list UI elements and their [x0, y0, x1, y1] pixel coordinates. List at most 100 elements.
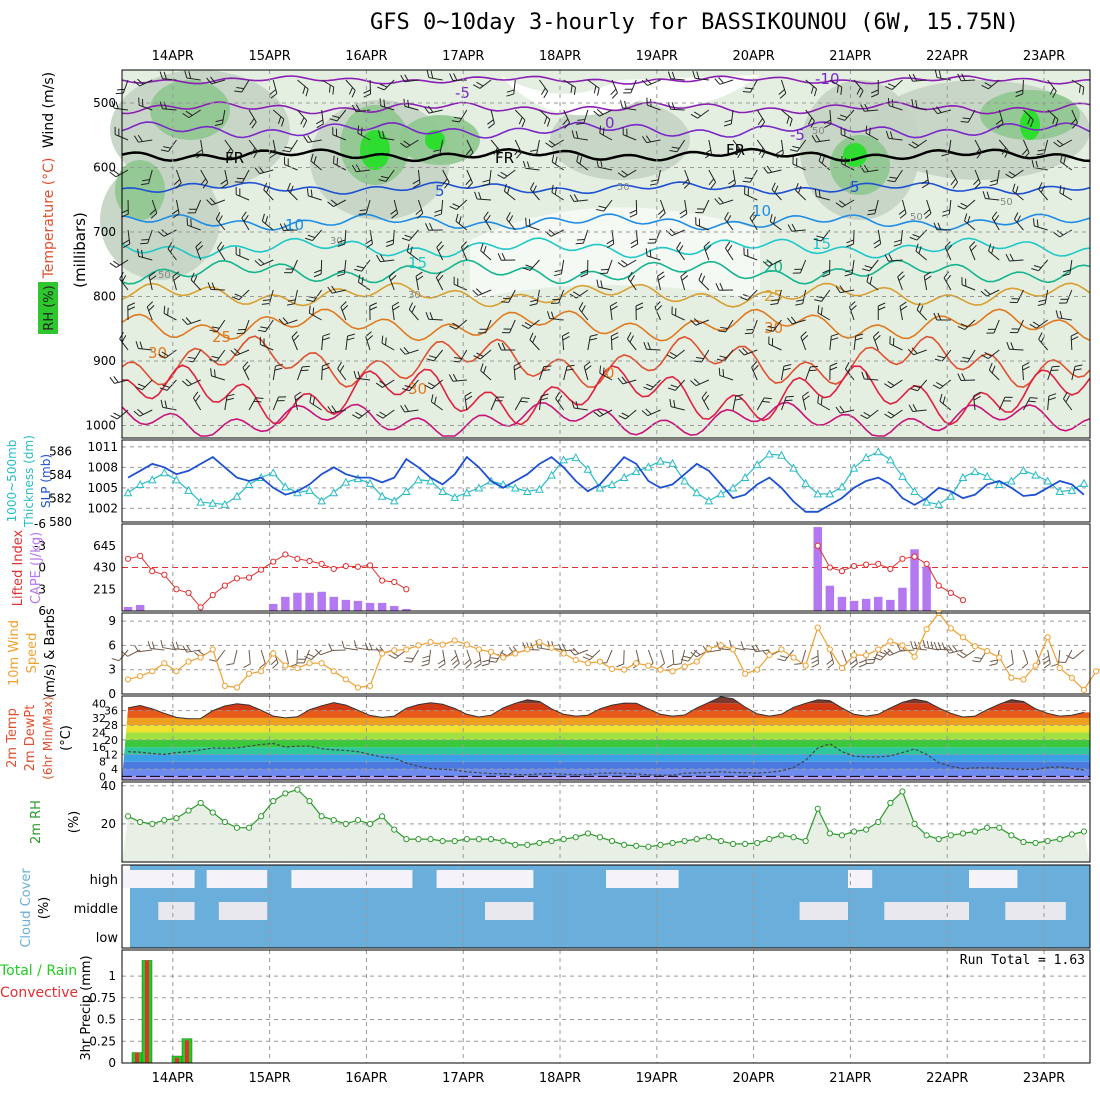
dry-region [500, 75, 760, 116]
wind-barb-feather [1042, 659, 1050, 665]
wind-barb-staff [623, 134, 637, 141]
wind-barb [695, 199, 710, 214]
wind-barb-staff [1071, 366, 1076, 381]
bottom-date-label: 15APR [248, 1071, 290, 1086]
wind-barb-staff [211, 199, 226, 206]
wind-barb-staff [235, 194, 250, 201]
wind-barb-feather [1008, 171, 1016, 177]
wind-barb [622, 127, 637, 141]
isotherm-label: 50 [158, 270, 171, 281]
wind-barb-feather [1015, 93, 1023, 98]
wind-barb-feather [259, 663, 266, 669]
wind-barb-feather [141, 238, 150, 241]
wind-barb [449, 319, 468, 330]
wind-barb-feather [845, 269, 853, 273]
wind-speed-marker [621, 666, 628, 673]
precip-axis-label: Convective [0, 985, 78, 1001]
wind-barb [391, 301, 400, 321]
wind-barb-staff [221, 109, 226, 124]
cape-bar [861, 598, 871, 611]
wind-barb [200, 169, 209, 189]
wind-barb [872, 331, 881, 351]
wind-barb-feather [815, 134, 821, 142]
wind-barb-staff [888, 105, 903, 111]
wind-barb [127, 302, 136, 321]
wind-barb-staff [248, 139, 258, 152]
bottom-date-label: 16APR [345, 1071, 387, 1086]
wind-barb [1023, 109, 1034, 128]
wind-barb-feather [412, 179, 420, 185]
wind-barb-feather [543, 91, 549, 99]
temp-bands [122, 696, 1090, 780]
wind-barb [866, 274, 879, 291]
rh2m-marker [209, 809, 216, 816]
wind-barb-staff [411, 649, 419, 663]
wind-barb-feather [888, 253, 893, 262]
lifted-index-marker [959, 597, 967, 604]
wind-speed-marker [342, 676, 349, 683]
wind-barb-feather [873, 331, 880, 338]
wind-barb-feather [787, 224, 793, 232]
isotherm-label: 15 [408, 254, 427, 272]
isotherm-label: 50 [812, 126, 825, 137]
rh2m-marker [318, 813, 325, 820]
wind-barb-staff [404, 79, 419, 83]
lifted-index-marker [124, 555, 132, 562]
wind-barb [771, 182, 782, 201]
wind-barb-staff [944, 247, 952, 261]
wind-barb-feather [693, 111, 702, 117]
wind-barb-feather [973, 395, 981, 401]
wind-barb-feather [159, 101, 163, 109]
wind-barb-feather [175, 182, 182, 189]
wind-barb-staff [1047, 79, 1057, 92]
wind-barb-feather [529, 153, 537, 156]
wind-barb-feather [758, 147, 764, 155]
wind-barb [133, 134, 153, 143]
wind-barb [490, 396, 505, 411]
wind-barb-feather [408, 302, 414, 310]
wind-barb-feather [111, 100, 115, 109]
wind-barb-feather [957, 73, 962, 81]
thickness-marker [813, 489, 823, 498]
wind-barb-feather [957, 326, 966, 331]
wind-barb-feather [725, 241, 731, 249]
wind-barb-feather [1052, 90, 1057, 98]
wind-barb-feather [981, 84, 989, 90]
wind-barb-staff [162, 647, 177, 651]
wind-barb-feather [960, 202, 968, 208]
wind-barb-staff [578, 308, 589, 321]
wind-barb-feather [480, 363, 484, 371]
wind-barb-feather [817, 305, 820, 313]
wind-barb-staff [477, 198, 492, 201]
wind-speed-marker [971, 643, 979, 650]
wind-barb-feather [402, 388, 410, 392]
wind-barb-staff [844, 109, 855, 121]
wind-barb-staff [431, 401, 443, 411]
wind-barb-feather [413, 183, 421, 189]
wind-barb-staff [939, 379, 952, 390]
bottom-date-label: 22APR [926, 1071, 968, 1086]
rh2m-marker [379, 813, 386, 820]
wind-barb [1062, 391, 1073, 411]
wind-barb [704, 139, 713, 159]
wind-barb-staff [336, 109, 347, 122]
wind-barb-staff [259, 169, 274, 175]
wind-barb [451, 109, 468, 123]
wind-barb-feather [575, 401, 579, 409]
wind-barb-feather [304, 656, 312, 661]
top-date-label: 16APR [345, 49, 387, 64]
wind-barb-staff [687, 649, 698, 662]
wind-barb [351, 164, 371, 173]
wind-barb-staff [480, 250, 492, 261]
wind-barb-feather [493, 147, 498, 155]
wind-barb [701, 391, 710, 411]
wind-barb-staff [291, 259, 298, 273]
wind-barb-staff [670, 108, 685, 111]
wind-barb-feather [253, 150, 258, 159]
wind-barb-feather [181, 380, 189, 387]
wind-barb [939, 393, 952, 411]
wind-speed-marker [572, 656, 579, 664]
thickness-marker [1079, 478, 1089, 487]
wind-barb-feather [573, 87, 577, 96]
thickness-marker [692, 488, 702, 497]
